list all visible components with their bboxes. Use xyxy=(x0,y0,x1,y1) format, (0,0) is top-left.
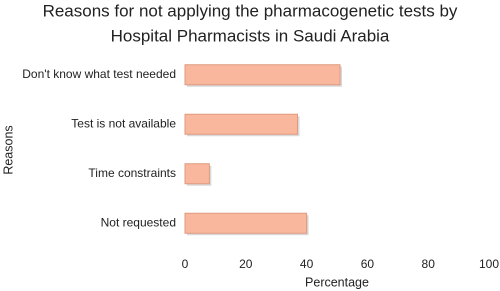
y-tick-label: Test is not available xyxy=(71,116,176,130)
x-tick-label: 20 xyxy=(239,257,253,271)
chart-title: Reasons for not applying the pharmacogen… xyxy=(43,1,458,20)
chart-title: Hospital Pharmacists in Saudi Arabia xyxy=(111,26,390,45)
y-tick-label: Don't know what test needed xyxy=(22,67,176,81)
y-tick-label: Time constraints xyxy=(88,166,176,180)
x-tick-label: 80 xyxy=(422,257,436,271)
bar xyxy=(184,64,341,86)
y-axis-label: Reasons xyxy=(1,125,15,174)
bar xyxy=(184,212,308,234)
x-axis-label: Percentage xyxy=(305,275,369,289)
bar xyxy=(184,113,298,135)
x-tick-label: 60 xyxy=(361,257,375,271)
y-tick-label: Not requested xyxy=(101,215,176,229)
x-tick-label: 0 xyxy=(182,257,189,271)
x-tick-label: 40 xyxy=(300,257,314,271)
x-tick-label: 100 xyxy=(479,257,499,271)
bar xyxy=(184,163,210,185)
